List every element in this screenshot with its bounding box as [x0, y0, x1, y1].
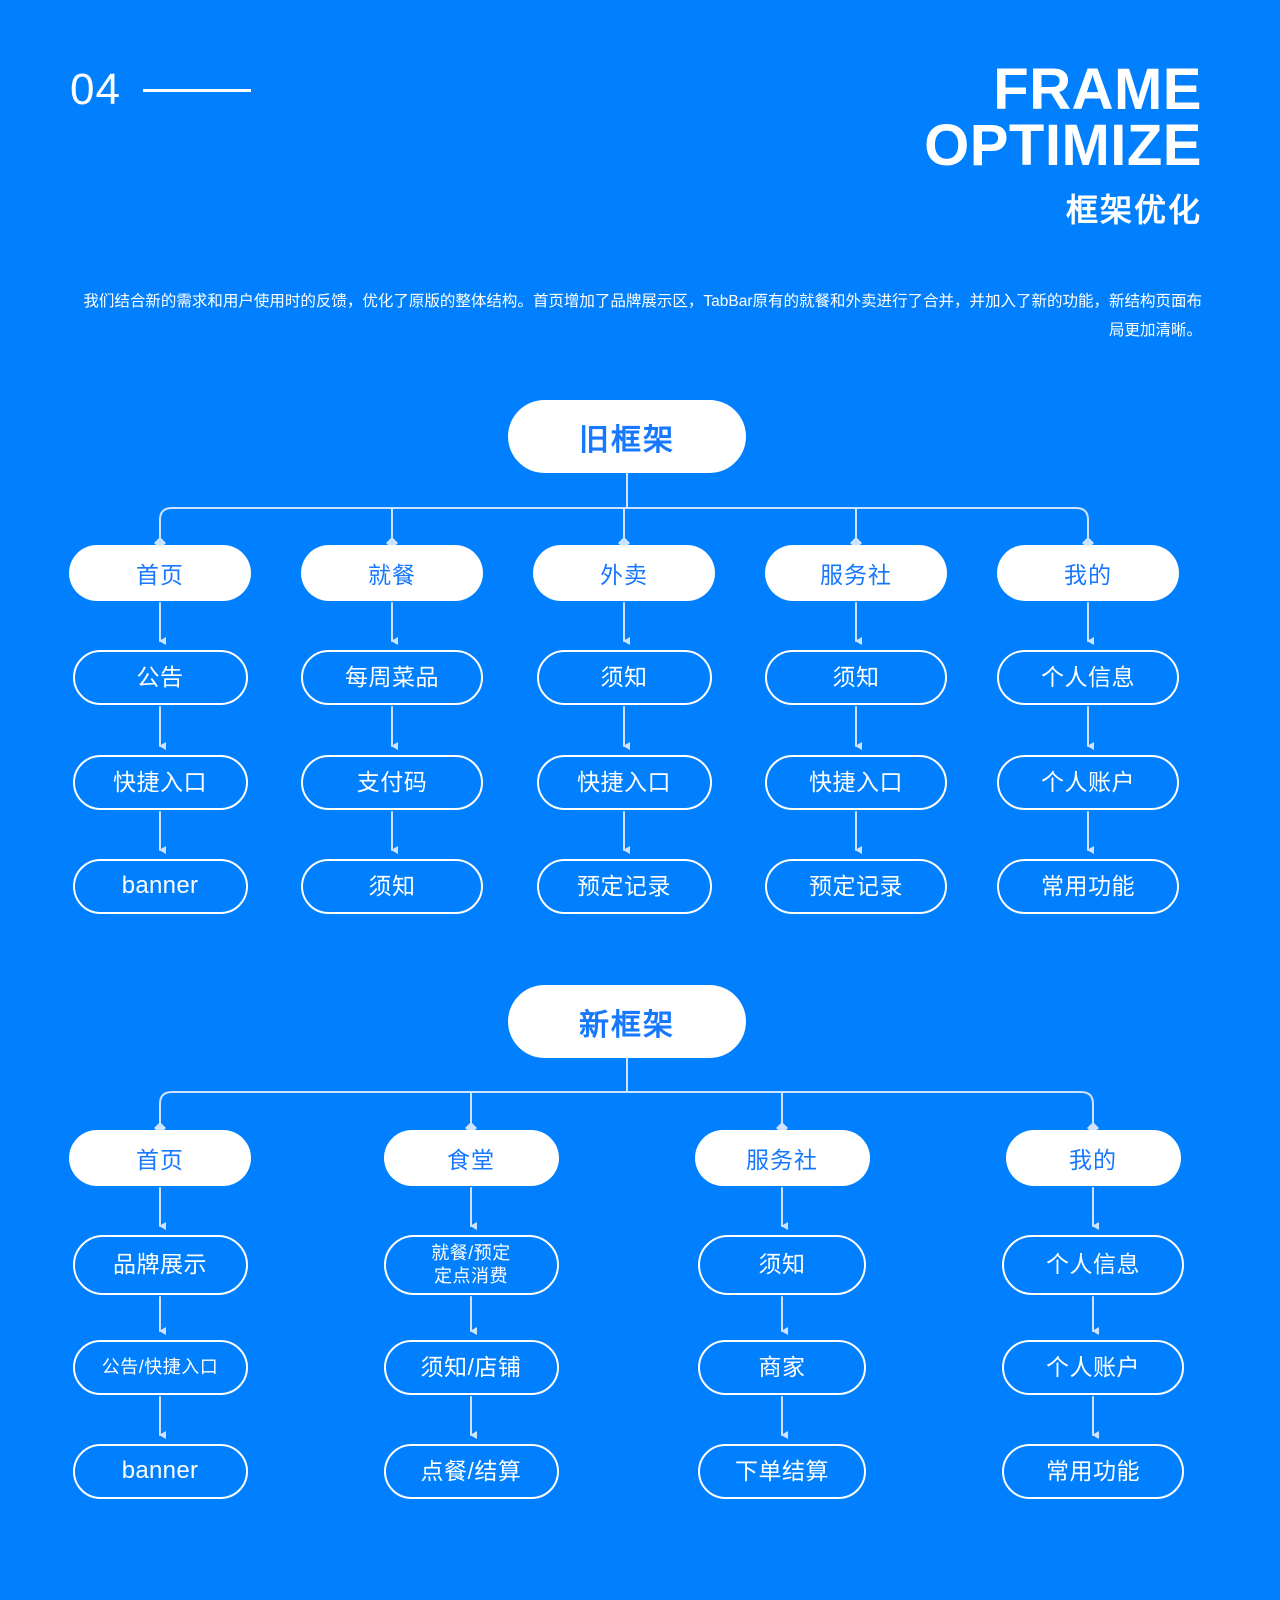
old-framework-child-label: 每周菜品	[345, 663, 439, 690]
new-framework-child-label: 商家	[758, 1353, 806, 1380]
old-framework-child-label: 预定记录	[577, 872, 671, 899]
old-framework-tree: 旧框架 首页 就餐 外卖 服务社 我的 公告 快捷入口 banner 每周菜品 支付码 须知 须知 快捷入…	[69, 400, 1179, 914]
new-framework-child-label: 个人信息	[1046, 1251, 1140, 1278]
old-framework-column-head[interactable]: 首页	[69, 545, 251, 601]
new-framework-child-node[interactable]: 须知/店铺	[383, 1340, 559, 1395]
old-framework-column-head[interactable]: 就餐	[301, 545, 483, 601]
new-framework-child-node[interactable]: 须知	[698, 1235, 866, 1295]
new-framework-child-label: 点餐/结算	[420, 1457, 522, 1484]
section-number: 04	[70, 65, 121, 114]
new-framework-child-label: 须知/店铺	[420, 1353, 522, 1380]
title-line-1: FRAME	[993, 57, 1202, 122]
title-line-2: OPTIMIZE	[924, 113, 1202, 179]
new-framework-child-node[interactable]: banner	[72, 1444, 248, 1499]
old-framework-column-head-label: 我的	[1064, 562, 1112, 588]
old-framework-column-head[interactable]: 我的	[997, 545, 1179, 601]
new-framework-column-head-label: 服务社	[746, 1147, 818, 1173]
old-framework-child-node[interactable]: 预定记录	[765, 859, 947, 914]
new-framework-column-head[interactable]: 我的	[1005, 1130, 1181, 1186]
new-framework-column-head[interactable]: 食堂	[383, 1130, 559, 1186]
new-framework-child-label: 个人账户	[1046, 1353, 1140, 1380]
new-framework-child-label: 下单结算	[735, 1457, 829, 1484]
new-framework-child-node[interactable]: 常用功能	[1002, 1444, 1184, 1499]
new-framework-column-head[interactable]: 服务社	[694, 1130, 870, 1186]
old-framework-root-label: 旧框架	[579, 423, 675, 457]
old-framework-column-head-label: 首页	[136, 562, 184, 588]
old-framework-child-node[interactable]: 常用功能	[997, 859, 1179, 914]
new-framework-child-node[interactable]: 个人信息	[1002, 1235, 1184, 1295]
new-framework-child-label: 常用功能	[1046, 1457, 1140, 1484]
new-framework-child-node[interactable]: 点餐/结算	[383, 1444, 559, 1499]
old-framework-column-head[interactable]: 外卖	[533, 545, 715, 601]
new-framework-column-head-label: 我的	[1069, 1147, 1117, 1173]
old-framework-child-node[interactable]: 快捷入口	[536, 755, 712, 810]
new-framework-child-node[interactable]: 品牌展示	[72, 1235, 248, 1295]
new-framework-root-node[interactable]: 新框架	[508, 985, 746, 1058]
old-framework-column-head-label: 服务社	[820, 562, 892, 588]
old-framework-child-label: 须知	[600, 663, 648, 690]
old-framework-child-label: 支付码	[356, 768, 428, 795]
old-framework-child-node[interactable]: 快捷入口	[72, 755, 248, 810]
old-framework-child-node[interactable]: 须知	[536, 650, 712, 705]
old-framework-column-head-label: 就餐	[368, 562, 416, 588]
new-framework-child-label: 须知	[758, 1251, 806, 1278]
old-framework-child-label: 个人账户	[1041, 768, 1135, 795]
old-framework-connectors	[154, 472, 1094, 854]
old-framework-child-label: 快捷入口	[113, 768, 207, 795]
old-framework-child-node[interactable]: 须知	[301, 859, 483, 914]
new-framework-column-head-label: 首页	[136, 1147, 184, 1173]
old-framework-child-label: 快捷入口	[577, 768, 671, 795]
old-framework-child-node[interactable]: 个人账户	[997, 755, 1179, 810]
old-framework-child-node[interactable]: 公告	[72, 650, 248, 705]
old-framework-child-node[interactable]: 须知	[765, 650, 947, 705]
intro-paragraph: 我们结合新的需求和用户使用时的反馈，优化了原版的整体结构。首页增加了品牌展示区，…	[83, 293, 1202, 339]
new-framework-child-node[interactable]: 就餐/预定 定点消费	[383, 1235, 559, 1295]
new-framework-child-node[interactable]: 商家	[698, 1340, 866, 1395]
new-framework-child-node[interactable]: 个人账户	[1002, 1340, 1184, 1395]
new-framework-child-node[interactable]: 下单结算	[698, 1444, 866, 1499]
new-framework-child-label: 就餐/预定 定点消费	[431, 1242, 511, 1286]
old-framework-child-node[interactable]: 个人信息	[997, 650, 1179, 705]
old-framework-child-label: 预定记录	[809, 872, 903, 899]
new-framework-root-label: 新框架	[579, 1008, 675, 1042]
old-framework-column-head-label: 外卖	[600, 562, 648, 588]
old-framework-child-label: 须知	[368, 872, 416, 899]
old-framework-child-node[interactable]: banner	[72, 859, 248, 914]
old-framework-child-node[interactable]: 支付码	[301, 755, 483, 810]
new-framework-child-label: 品牌展示	[113, 1251, 207, 1278]
section-divider-line	[142, 88, 251, 92]
title-chinese: 框架优化	[1065, 191, 1202, 228]
old-framework-child-node[interactable]: 快捷入口	[765, 755, 947, 810]
new-framework-column-head-label: 食堂	[447, 1147, 495, 1173]
page-title: FRAME OPTIMIZE 框架优化	[924, 57, 1202, 229]
old-framework-root-node[interactable]: 旧框架	[508, 400, 746, 473]
old-framework-child-node[interactable]: 预定记录	[536, 859, 712, 914]
old-framework-child-label: banner	[121, 872, 199, 900]
section-number-group: 04	[70, 68, 251, 112]
new-framework-child-label: banner	[121, 1457, 199, 1485]
old-framework-column-head[interactable]: 服务社	[765, 545, 947, 601]
old-framework-child-node[interactable]: 每周菜品	[301, 650, 483, 705]
old-framework-child-label: 个人信息	[1041, 663, 1135, 690]
new-framework-child-node[interactable]: 公告/快捷入口	[72, 1340, 248, 1395]
old-framework-child-label: 须知	[832, 663, 880, 690]
new-framework-column-head[interactable]: 首页	[69, 1130, 251, 1186]
old-framework-child-label: 常用功能	[1041, 872, 1135, 899]
new-framework-child-label: 公告/快捷入口	[101, 1356, 219, 1377]
new-framework-tree: 新框架 首页 食堂 服务社 我的 品牌展示 公告/快捷入口 banner 就餐/预定 定点消费 须知…	[0, 960, 1280, 1600]
old-framework-child-label: 快捷入口	[809, 768, 903, 795]
old-framework-child-label: 公告	[136, 663, 184, 690]
